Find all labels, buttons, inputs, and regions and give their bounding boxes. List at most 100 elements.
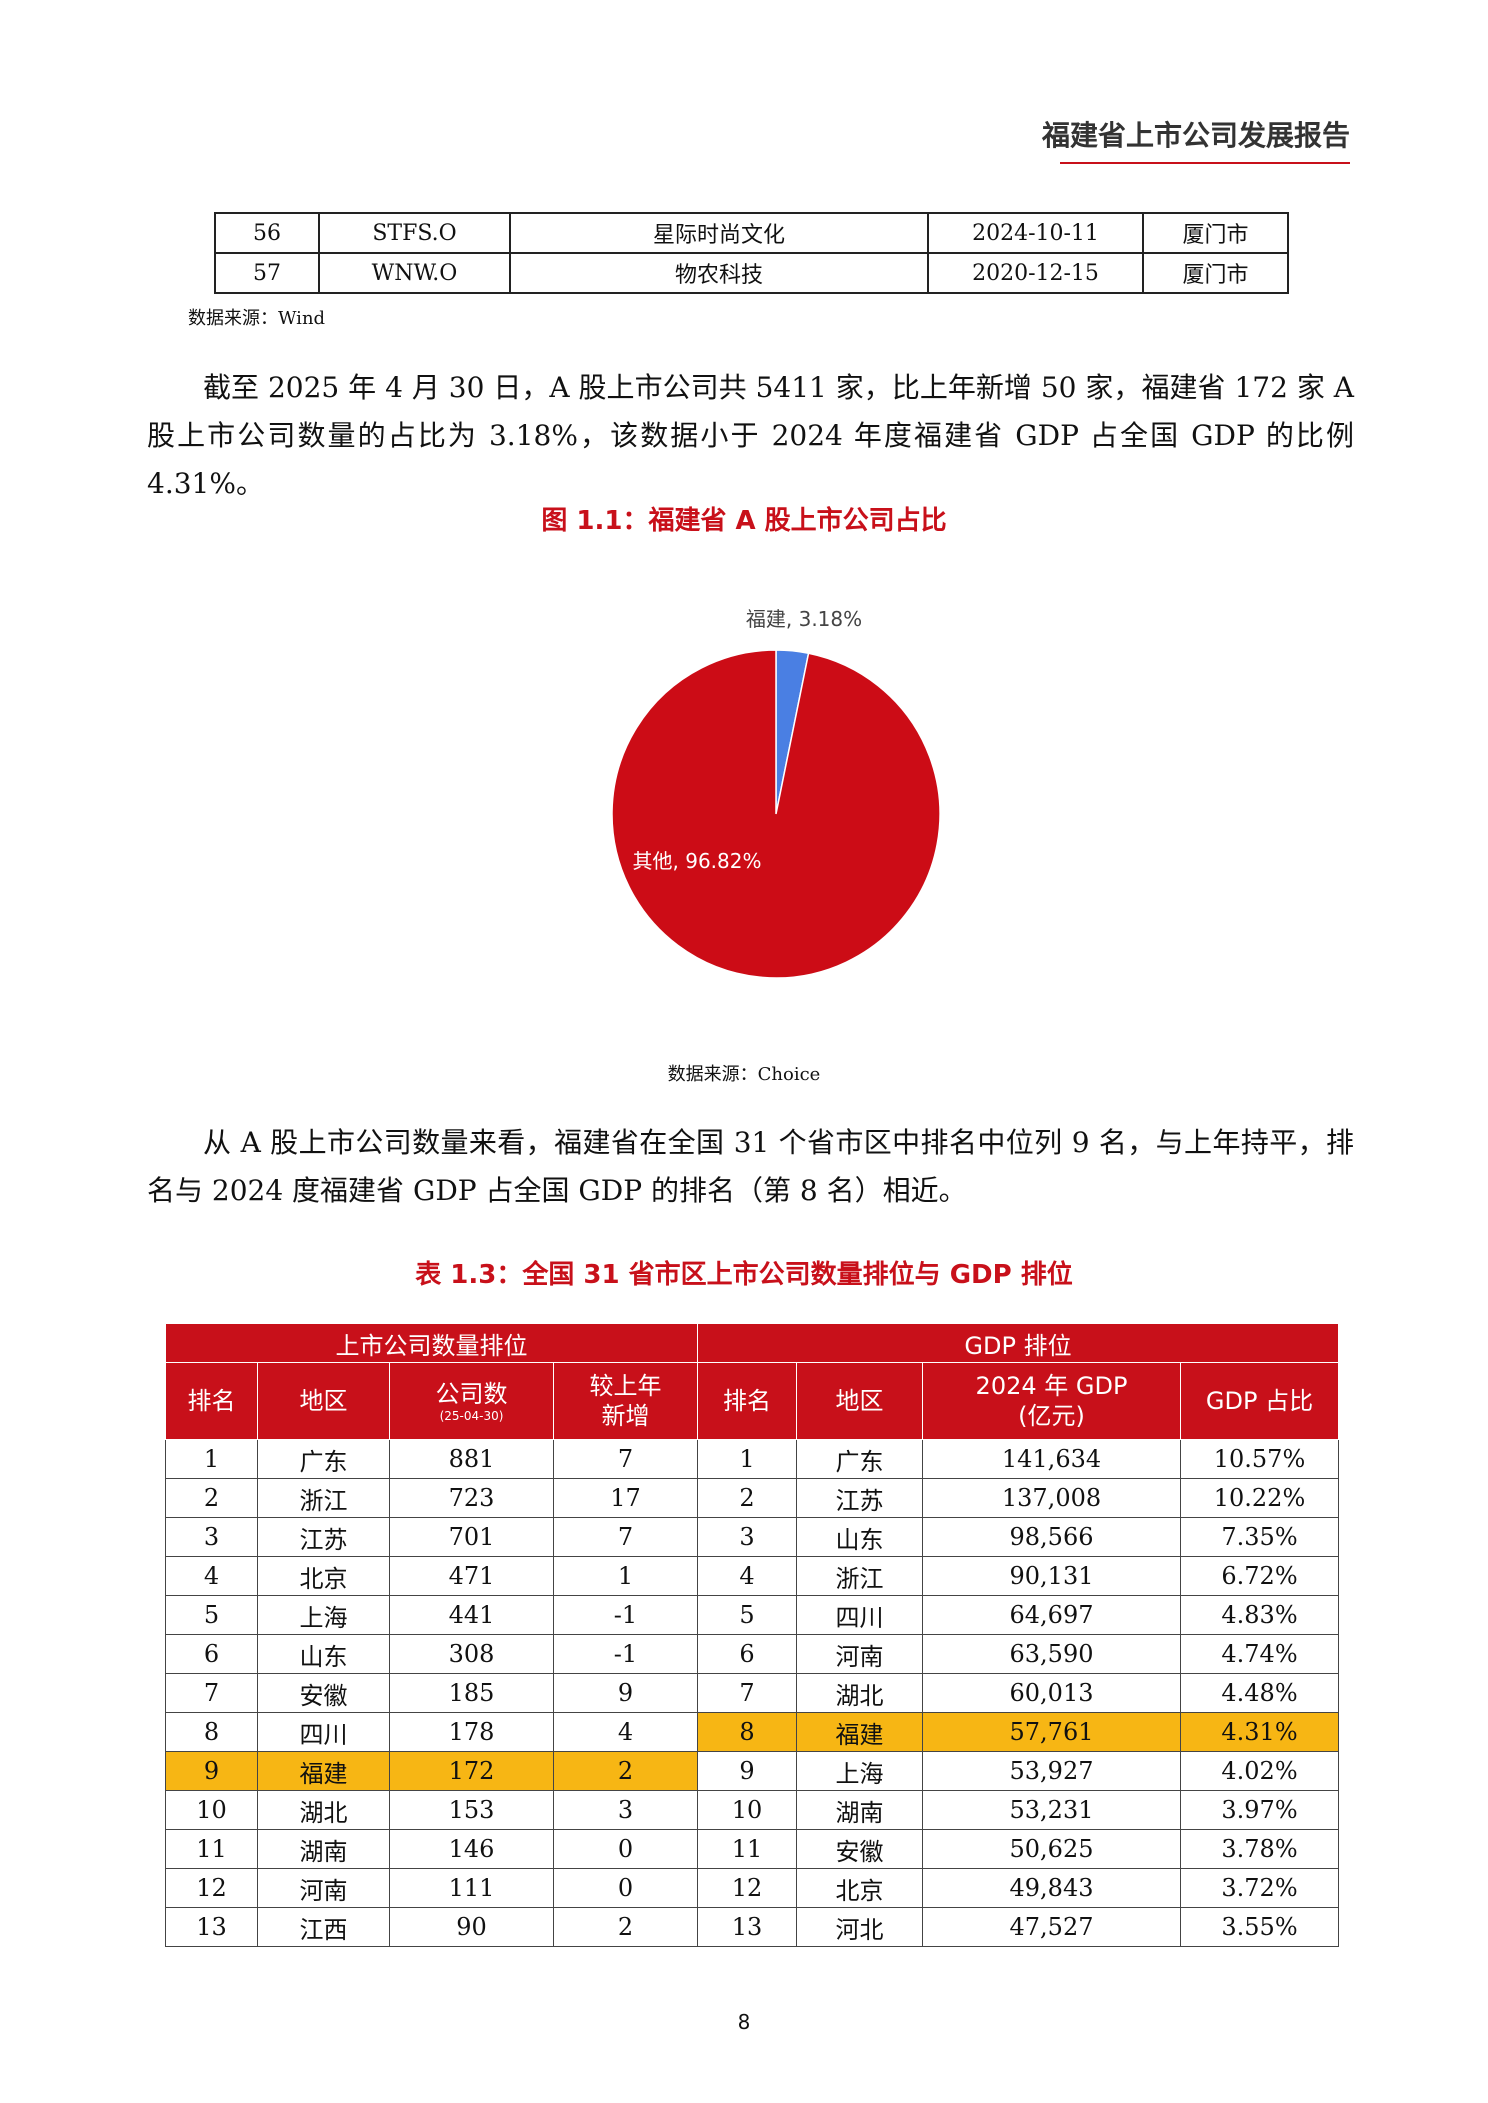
table-row: 11 湖南 146 0 11 安徽 50,625 3.78%	[165, 1829, 1339, 1869]
table-row: 8 四川 178 4 8 福建 57,761 4.31%	[165, 1712, 1339, 1752]
table-cell: 111	[389, 1868, 554, 1908]
table-cell: 4	[553, 1712, 698, 1752]
table-cell: 广东	[796, 1439, 923, 1479]
top-table: 56 STFS.O 星际时尚文化 2024-10-11 厦门市 57 WNW.O 物农科技 20…	[214, 212, 1289, 294]
table-cell: 2	[697, 1478, 797, 1518]
table-row: 3 江苏 701 7 3 山东 98,566 7.35%	[165, 1517, 1339, 1557]
header-rule	[1060, 162, 1350, 164]
column-header: 排名	[165, 1362, 258, 1440]
table-row: 6 山东 308 -1 6 河南 63,590 4.74%	[165, 1634, 1339, 1674]
table-cell: 146	[389, 1829, 554, 1869]
slice-label: 福建, 3.18%	[746, 607, 862, 631]
table-cell: 723	[389, 1478, 554, 1518]
table-cell: 3	[165, 1517, 258, 1557]
figure-source: 数据来源：Choice	[667, 1064, 821, 1085]
table-cell: 河南	[796, 1634, 923, 1674]
table-cell: 湖南	[796, 1790, 923, 1830]
table-row: 57 WNW.O 物农科技 2020-12-15 厦门市	[214, 252, 1289, 294]
header-text: 公司数	[435, 1380, 508, 1408]
column-header: 地区	[796, 1362, 923, 1440]
header-row: 排名 地区 公司数 (25-04-30) 较上年 新增 排名 地区 2024 年 GDP (亿元)…	[165, 1362, 1339, 1440]
table-cell: 3.72%	[1180, 1868, 1339, 1908]
table-cell: 山东	[257, 1634, 390, 1674]
table-cell: 福建	[257, 1751, 390, 1791]
table-cell: 6	[697, 1634, 797, 1674]
table-cell: 141,634	[922, 1439, 1181, 1479]
table-cell: 153	[389, 1790, 554, 1830]
table-cell: 12	[697, 1868, 797, 1908]
table-cell: 1	[165, 1439, 258, 1479]
table-cell: 9	[553, 1673, 698, 1713]
table-row: 13 江西 90 2 13 河北 47,527 3.55%	[165, 1907, 1339, 1947]
table-cell: 11	[165, 1829, 258, 1869]
table-cell: 56	[214, 212, 320, 254]
table-cell: 广东	[257, 1439, 390, 1479]
table-cell: 湖北	[796, 1673, 923, 1713]
table-cell: 90	[389, 1907, 554, 1947]
table-cell: 江苏	[257, 1517, 390, 1557]
table-cell: 12	[165, 1868, 258, 1908]
page-number: 8	[737, 2010, 751, 2034]
table-cell: 13	[165, 1907, 258, 1947]
column-header: 地区	[257, 1362, 390, 1440]
table-cell: 0	[553, 1829, 698, 1869]
table-cell: 江苏	[796, 1478, 923, 1518]
table-cell: -1	[553, 1634, 698, 1674]
table-cell: 471	[389, 1556, 554, 1596]
table-cell: 1	[697, 1439, 797, 1479]
table-cell: 4	[165, 1556, 258, 1596]
table-cell: 浙江	[257, 1478, 390, 1518]
table-cell: 浙江	[796, 1556, 923, 1596]
table-cell: 上海	[796, 1751, 923, 1791]
table-cell: 53,927	[922, 1751, 1181, 1791]
table-cell: 17	[553, 1478, 698, 1518]
table-cell: 4.31%	[1180, 1712, 1339, 1752]
header-text: 新增	[601, 1402, 650, 1430]
table-source: 数据来源：Wind	[188, 308, 326, 329]
table-cell: 10.22%	[1180, 1478, 1339, 1518]
paragraph: 截至 2025 年 4 月 30 日，A 股上市公司共 5411 家，比上年新增…	[147, 371, 1354, 500]
table-cell: 江西	[257, 1907, 390, 1947]
table-cell: 3.97%	[1180, 1790, 1339, 1830]
table-cell: 山东	[796, 1517, 923, 1557]
table-cell: 3.78%	[1180, 1829, 1339, 1869]
table-cell: 2	[553, 1907, 698, 1947]
table-cell: WNW.O	[318, 252, 511, 294]
header-text: (亿元)	[1018, 1402, 1085, 1430]
table-cell: 四川	[796, 1595, 923, 1635]
table-row: 2 浙江 723 17 2 江苏 137,008 10.22%	[165, 1478, 1339, 1518]
table-cell: 2024-10-11	[927, 212, 1144, 254]
group-header: 上市公司数量排位	[165, 1323, 698, 1363]
header-text: 排名	[187, 1387, 236, 1415]
header-text: (25-04-30)	[439, 1409, 504, 1423]
table-cell: 49,843	[922, 1868, 1181, 1908]
table-cell: 881	[389, 1439, 554, 1479]
table-row: 10 湖北 153 3 10 湖南 53,231 3.97%	[165, 1790, 1339, 1830]
table-cell: 北京	[257, 1556, 390, 1596]
table-cell: 90,131	[922, 1556, 1181, 1596]
ranking-table: 上市公司数量排位 GDP 排位 排名 地区 公司数 (25-04-30) 较上年 新增 排名 地区…	[165, 1323, 1339, 1947]
table-cell: 10	[165, 1790, 258, 1830]
table-cell: 厦门市	[1142, 212, 1289, 254]
table-caption: 表 1.3：全国 31 省市区上市公司数量排位与 GDP 排位	[415, 1260, 1073, 1290]
table-row: 5 上海 441 -1 5 四川 64,697 4.83%	[165, 1595, 1339, 1635]
table-row: 1 广东 881 7 1 广东 141,634 10.57%	[165, 1439, 1339, 1479]
table-cell: 47,527	[922, 1907, 1181, 1947]
header-text: 地区	[835, 1387, 884, 1415]
table-cell: 4	[697, 1556, 797, 1596]
table-cell: 6.72%	[1180, 1556, 1339, 1596]
table-cell: 13	[697, 1907, 797, 1947]
slice-label: 其他, 96.82%	[633, 849, 762, 873]
table-cell: 98,566	[922, 1517, 1181, 1557]
table-cell: 上海	[257, 1595, 390, 1635]
table-cell: 185	[389, 1673, 554, 1713]
table-cell: 4.48%	[1180, 1673, 1339, 1713]
table-cell: 441	[389, 1595, 554, 1635]
table-cell: 4.83%	[1180, 1595, 1339, 1635]
table-cell: 57	[214, 252, 320, 294]
table-cell: 11	[697, 1829, 797, 1869]
header-text: GDP 占比	[1205, 1387, 1314, 1415]
header-text: 地区	[299, 1387, 348, 1415]
column-header: 较上年 新增	[553, 1362, 698, 1440]
table-cell: 10.57%	[1180, 1439, 1339, 1479]
